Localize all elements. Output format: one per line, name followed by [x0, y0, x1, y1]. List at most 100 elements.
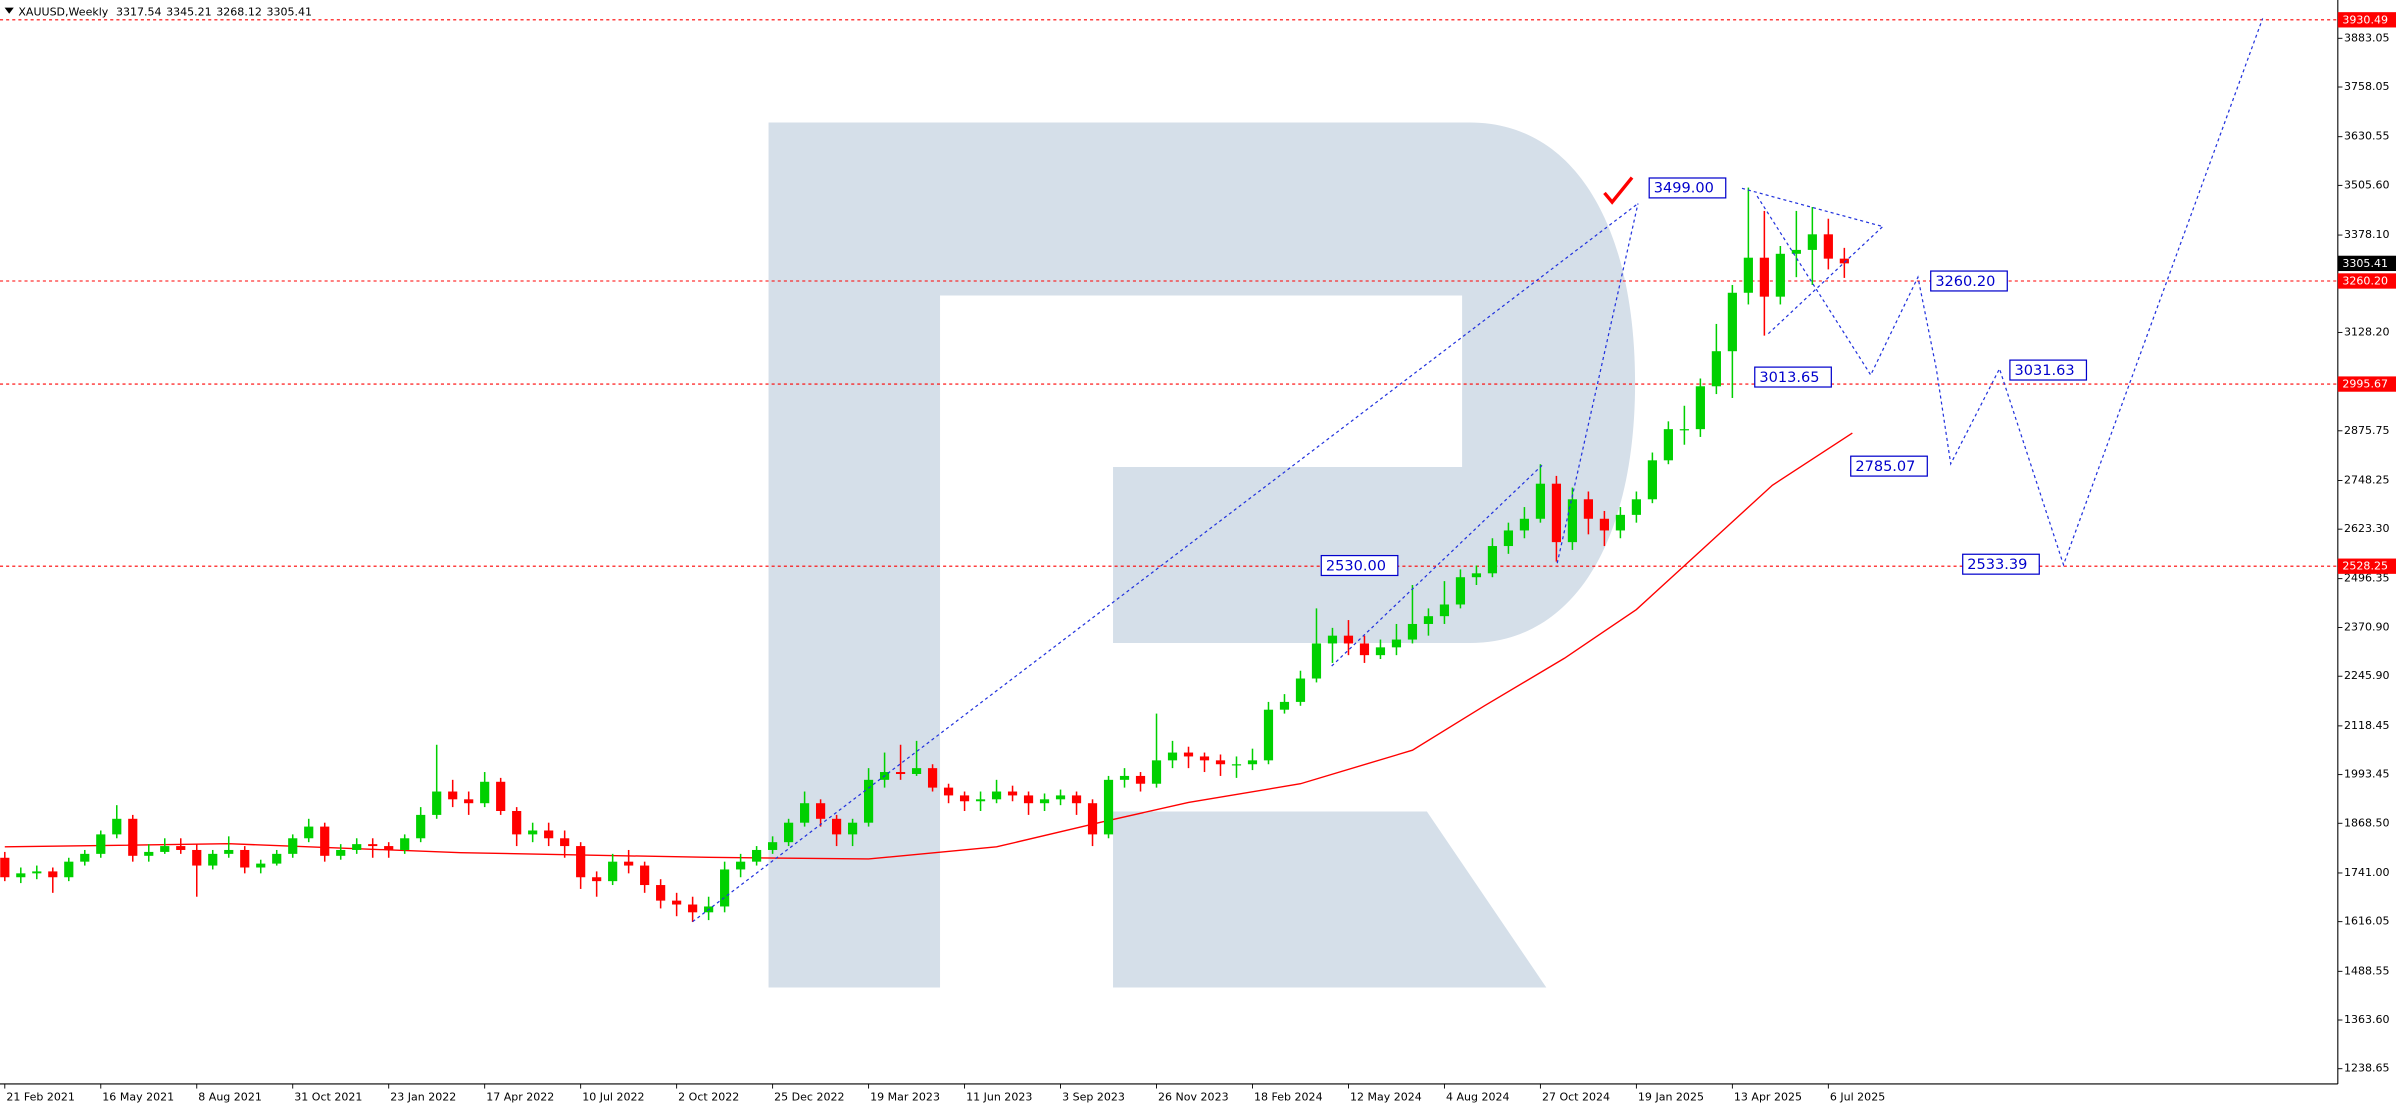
candle-body	[1455, 577, 1466, 605]
candle-body	[1695, 386, 1705, 430]
candle-body	[1119, 775, 1130, 780]
candle-body	[1631, 499, 1641, 515]
candle-body	[80, 853, 90, 862]
candle-body	[384, 846, 394, 850]
x-tick-label: 23 Jan 2022	[390, 1091, 456, 1104]
candle-body	[1279, 701, 1290, 710]
candle-body	[736, 861, 746, 870]
candle-body	[1791, 249, 1801, 254]
candle-body	[1375, 647, 1386, 656]
y-tick-label: 3630.55	[2344, 130, 2390, 143]
candle-body	[208, 853, 218, 866]
candle-body	[32, 871, 42, 874]
candle-body	[1135, 775, 1146, 784]
candle-body	[304, 826, 314, 839]
candle-body	[1167, 752, 1178, 761]
candle-body	[288, 838, 298, 854]
level-price-label: 2995.67	[2342, 378, 2388, 391]
candle-body	[1839, 258, 1849, 264]
watermark	[768, 122, 1636, 988]
candle-body	[240, 849, 250, 868]
candle-body	[1679, 429, 1689, 431]
level-price-box	[2337, 558, 2396, 574]
candle-body	[416, 814, 426, 839]
candle-body	[1743, 257, 1753, 293]
symbol-menu-icon	[4, 7, 14, 14]
candle-body	[224, 849, 234, 854]
candle-body	[1535, 483, 1546, 519]
candle-body	[816, 803, 826, 819]
candle-body	[352, 844, 362, 850]
candle-body	[911, 768, 922, 774]
candle-body	[1583, 499, 1594, 519]
open: 3317.54	[116, 5, 162, 18]
y-tick-label: 3883.05	[2344, 31, 2390, 44]
y-tick-label: 3378.10	[2344, 228, 2390, 241]
annotation: 2533.39	[1962, 553, 2040, 575]
annotation: 2530.00	[1320, 554, 1399, 577]
annotation-box	[1850, 455, 1928, 477]
level-price-label: 3260.20	[2342, 274, 2388, 287]
level-price-box	[2337, 12, 2396, 28]
candle-body	[544, 830, 554, 839]
annotation: 3499.00	[1648, 177, 1727, 199]
candle-body	[1007, 791, 1018, 796]
y-tick-label: 1363.60	[2344, 1013, 2390, 1026]
candle-body	[368, 844, 378, 847]
candle-body	[800, 803, 810, 823]
candle-body	[1807, 234, 1817, 250]
candle-body	[832, 818, 842, 835]
candle-body	[48, 871, 58, 878]
y-tick-label: 1238.65	[2344, 1062, 2390, 1075]
candle-body	[464, 799, 474, 804]
y-tick-label: 2370.90	[2344, 621, 2390, 634]
candle-body	[1199, 756, 1210, 761]
y-tick-label: 2623.30	[2344, 522, 2390, 535]
candle-body	[1439, 604, 1450, 617]
candle-body	[576, 846, 586, 878]
candle-body	[1215, 760, 1226, 765]
forecast-line	[1556, 203, 1639, 564]
annotation-label: 2533.39	[1967, 557, 2027, 573]
candle-body	[1071, 795, 1082, 804]
x-tick-label: 27 Oct 2024	[1542, 1091, 1610, 1104]
x-tick-label: 8 Aug 2021	[198, 1091, 262, 1104]
candle-body	[991, 791, 1002, 800]
current-price-label: 3305.41	[2342, 257, 2388, 270]
y-tick-label: 1616.05	[2344, 915, 2390, 928]
candle-body	[112, 818, 122, 835]
forecast-line	[1756, 18, 2264, 567]
candle-body	[1727, 292, 1737, 352]
candle-body	[320, 826, 330, 856]
candle-body	[0, 857, 10, 878]
candle-body	[1295, 678, 1306, 702]
candle-body	[1231, 764, 1242, 766]
annotation-box	[1648, 177, 1727, 199]
header: XAUUSD,Weekly 3317.54 3345.21 3268.12 3305.4…	[18, 5, 312, 18]
candle-body	[128, 818, 138, 856]
candle-body	[624, 861, 634, 866]
candle-body	[448, 791, 458, 800]
x-tick-label: 19 Mar 2023	[870, 1091, 940, 1104]
y-tick-label: 2496.35	[2344, 572, 2390, 585]
candle-body	[256, 863, 266, 868]
y-tick-label: 1993.45	[2344, 768, 2390, 781]
y-tick-label: 3128.20	[2344, 325, 2390, 338]
annotation-label: 2785.07	[1855, 459, 1915, 475]
x-tick-label: 17 Apr 2022	[486, 1091, 554, 1104]
x-tick-label: 2 Oct 2022	[678, 1091, 739, 1104]
candle-body	[1823, 234, 1833, 259]
candle-body	[480, 781, 490, 804]
candle-body	[528, 830, 538, 835]
candle-body	[1759, 257, 1769, 297]
logo-r	[768, 122, 1636, 988]
x-tick-label: 10 Jul 2022	[582, 1091, 644, 1104]
candle-body	[895, 772, 906, 774]
candle-body	[1519, 518, 1530, 531]
level-price-box	[2337, 376, 2396, 392]
candle-body	[608, 861, 618, 882]
forecast-line	[1767, 226, 1884, 335]
candle-body	[592, 877, 602, 882]
x-tick-label: 31 Oct 2021	[294, 1091, 362, 1104]
